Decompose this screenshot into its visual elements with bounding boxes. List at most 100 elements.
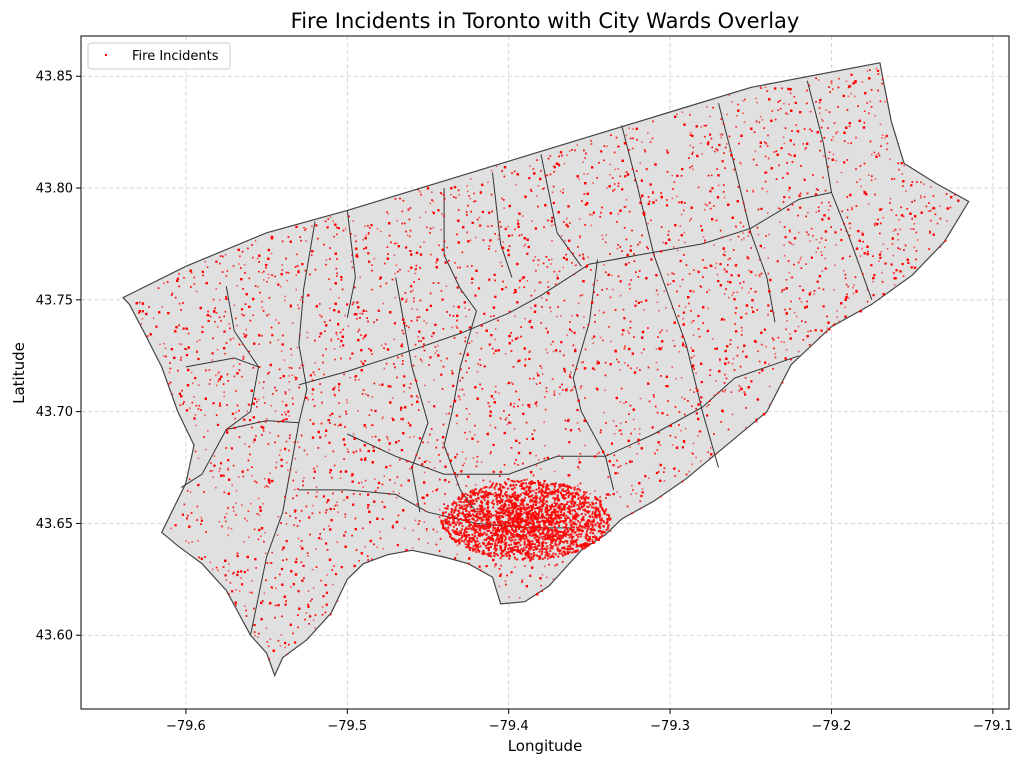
incident-point — [396, 242, 398, 244]
incident-point — [429, 461, 431, 463]
incident-point — [429, 202, 432, 205]
incident-point — [728, 94, 731, 96]
incident-point — [786, 172, 789, 175]
incident-point — [717, 184, 720, 187]
incident-point — [312, 422, 315, 425]
incident-point — [536, 195, 538, 197]
incident-point — [326, 226, 329, 229]
incident-point — [905, 190, 907, 192]
incident-point — [840, 171, 843, 174]
incident-point — [529, 403, 531, 406]
incident-point — [445, 413, 448, 415]
incident-point — [711, 338, 714, 340]
incident-point — [493, 398, 495, 400]
incident-point — [874, 114, 876, 117]
incident-point — [422, 337, 425, 340]
incident-point — [275, 319, 277, 321]
incident-point — [760, 207, 763, 210]
incident-point — [747, 235, 749, 237]
incident-point — [743, 121, 746, 123]
incident-point — [568, 150, 571, 152]
incident-point — [783, 142, 786, 145]
incident-point — [547, 494, 550, 496]
incident-point — [387, 212, 389, 215]
incident-point — [307, 399, 309, 401]
incident-point — [707, 141, 710, 144]
incident-point — [825, 331, 828, 334]
incident-point — [435, 489, 438, 492]
incident-point — [832, 153, 835, 156]
incident-point — [295, 274, 298, 276]
incident-point — [476, 370, 479, 373]
incident-point — [337, 600, 339, 602]
incident-point — [336, 541, 338, 543]
incident-point — [666, 151, 669, 154]
incident-point — [369, 521, 372, 524]
incident-point — [556, 315, 558, 318]
incident-point — [797, 325, 800, 328]
incident-point — [456, 422, 458, 425]
incident-point — [353, 437, 356, 440]
incident-point — [913, 223, 916, 225]
incident-point — [256, 257, 259, 260]
incident-point — [787, 189, 790, 192]
incident-point — [230, 447, 233, 450]
incident-point — [739, 386, 742, 388]
incident-point — [227, 527, 230, 529]
incident-point — [438, 516, 441, 518]
incident-point — [833, 322, 836, 325]
incident-point — [600, 150, 603, 153]
incident-point — [208, 369, 211, 371]
incident-point — [378, 384, 381, 386]
incident-point — [508, 381, 511, 384]
incident-point — [516, 481, 519, 483]
incident-point — [568, 328, 572, 331]
incident-point — [161, 306, 163, 308]
incident-point — [671, 307, 674, 309]
incident-point — [291, 322, 294, 324]
incident-point — [740, 316, 743, 319]
incident-point — [248, 419, 252, 422]
incident-point — [861, 81, 864, 83]
incident-point — [879, 123, 882, 126]
incident-point — [333, 393, 336, 395]
incident-point — [383, 367, 386, 370]
incident-point — [602, 238, 604, 240]
incident-point — [235, 514, 237, 516]
incident-point — [681, 446, 684, 449]
incident-point — [570, 371, 572, 374]
incident-point — [434, 352, 436, 355]
incident-point — [800, 256, 802, 259]
incident-point — [265, 417, 268, 420]
incident-point — [309, 615, 312, 618]
incident-point — [819, 112, 821, 115]
incident-point — [494, 565, 496, 568]
incident-point — [586, 173, 589, 175]
incident-point — [798, 350, 800, 353]
ward-boundary — [806, 80, 873, 300]
incident-point — [328, 525, 330, 527]
incident-point — [579, 430, 581, 432]
incident-point — [612, 464, 615, 467]
incident-point — [463, 462, 466, 465]
incident-point — [252, 256, 254, 259]
incident-point — [182, 327, 185, 330]
incident-point — [876, 69, 880, 72]
incident-point — [336, 504, 339, 507]
incident-point — [276, 534, 279, 536]
incident-point — [351, 480, 354, 483]
incident-point — [474, 236, 477, 239]
incident-point — [264, 552, 267, 555]
incident-point — [866, 288, 869, 291]
incident-point — [939, 205, 941, 207]
incident-point — [267, 478, 270, 481]
incident-point — [189, 491, 192, 493]
incident-point — [584, 203, 587, 206]
incident-point — [204, 448, 207, 451]
incident-point — [898, 219, 900, 221]
incident-point — [365, 426, 367, 429]
incident-point — [659, 495, 662, 498]
incident-point — [284, 299, 286, 302]
incident-point — [197, 357, 200, 361]
incident-point — [403, 390, 405, 393]
